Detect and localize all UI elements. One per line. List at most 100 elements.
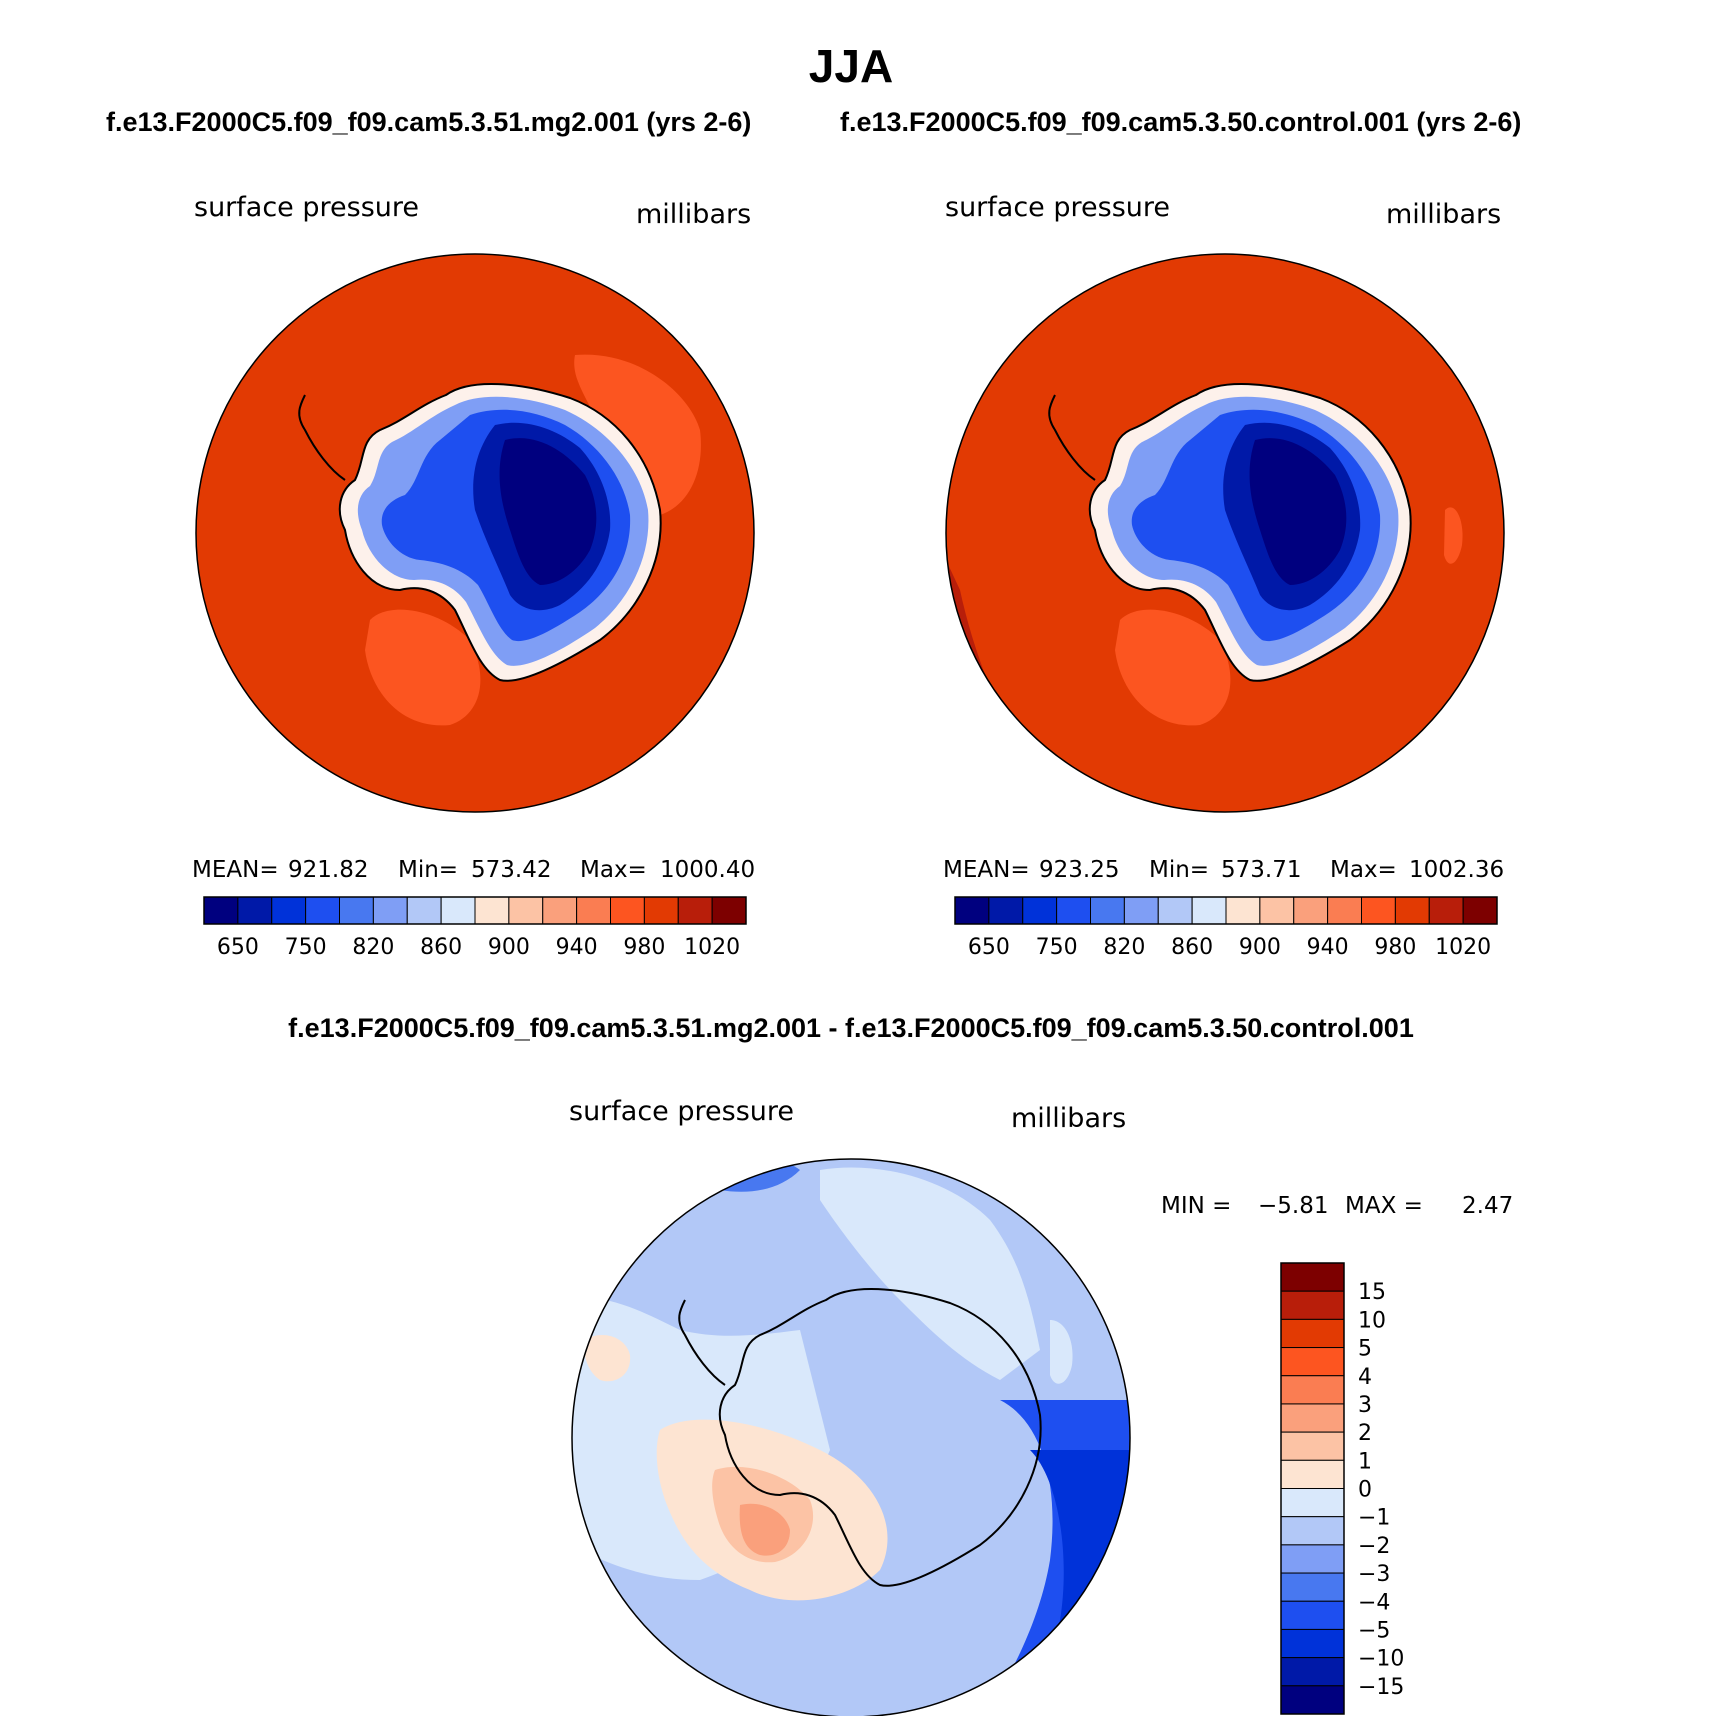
- difference-stats: MIN = −5.81 MAX = 2.47: [1161, 1193, 1513, 1219]
- top-left-units-label: millibars: [636, 199, 751, 230]
- top-left-case-title: f.e13.F2000C5.f09_f09.cam5.3.51.mg2.001 …: [106, 107, 751, 137]
- top-left-colorbar-box: [372, 896, 408, 925]
- top-left-colorbar-box: [643, 896, 679, 925]
- top-left-mean-value: 921.82: [288, 857, 368, 883]
- difference-colorbar-tick-label: −10: [1358, 1647, 1404, 1672]
- top-right-max-label: Max=: [1330, 857, 1397, 883]
- top-right-colorbar-box: [1361, 896, 1396, 925]
- top-left-colorbar-box: [339, 896, 374, 925]
- difference-colorbar-box: [1280, 1628, 1345, 1659]
- top-right-high-band-south: [1115, 609, 1231, 726]
- top-right-colorbar-box: [988, 896, 1024, 925]
- top-right-colorbar-tick-label: 860: [1171, 935, 1213, 960]
- difference-colorbar-box: [1280, 1290, 1345, 1320]
- top-right-colorbar-box: [1056, 896, 1091, 925]
- top-right-min-value: 573.71: [1221, 857, 1301, 883]
- top-left-high-band-east: [574, 354, 701, 515]
- top-right-colorbar-box: [1259, 896, 1295, 925]
- top-left-colorbar-box: [576, 896, 611, 925]
- difference-units-label: millibars: [1011, 1103, 1126, 1134]
- top-right-mean-value: 923.25: [1039, 857, 1119, 883]
- top-right-colorbar: 650 750 820 860 900 940 980 1020: [954, 896, 1498, 960]
- top-right-peninsula-coast: [1048, 394, 1096, 481]
- difference-colorbar-box: [1280, 1318, 1345, 1349]
- top-left-colorbar-box: [711, 896, 747, 925]
- difference-min-label: MIN =: [1161, 1193, 1231, 1219]
- top-left-colorbar-tick-label: 980: [623, 935, 665, 960]
- top-right-case-title: f.e13.F2000C5.f09_f09.cam5.3.50.control.…: [840, 107, 1521, 137]
- top-left-coastline: [338, 383, 662, 682]
- difference-colorbar-box: [1280, 1600, 1345, 1630]
- difference-colorbar-tick-label: 0: [1358, 1478, 1372, 1503]
- difference-colorbar-tick-label: −1: [1358, 1506, 1390, 1531]
- top-left-colorbar-box: [474, 896, 510, 925]
- top-right-colorbar-box: [1428, 896, 1464, 925]
- difference-colorbar-tick-label: −5: [1358, 1618, 1390, 1643]
- top-right-colorbar-box: [1157, 896, 1193, 925]
- top-left-colorbar-tick-label: 650: [217, 935, 259, 960]
- top-right-colorbar-tick-label: 940: [1307, 935, 1349, 960]
- top-left-high-band-south: [365, 609, 481, 726]
- top-left-colorbar-tick-label: 860: [420, 935, 462, 960]
- difference-colorbar-box: [1280, 1572, 1345, 1602]
- difference-colorbar-tick-label: −3: [1358, 1562, 1390, 1587]
- difference-colorbar-box: [1280, 1431, 1345, 1461]
- difference-colorbar-tick-label: −4: [1358, 1590, 1390, 1615]
- top-left-mean-label: MEAN=: [192, 857, 279, 883]
- top-right-plateau-core: [1249, 438, 1347, 585]
- top-left-min-value: 573.42: [471, 857, 551, 883]
- top-right-colorbar-box: [954, 896, 990, 925]
- difference-colorbar-tick-label: 1: [1358, 1449, 1372, 1474]
- top-right-colorbar-tick-label: 980: [1374, 935, 1416, 960]
- difference-colorbar-box: [1280, 1347, 1345, 1377]
- top-right-coastline: [1088, 383, 1412, 682]
- top-right-colorbar-box: [1225, 896, 1261, 925]
- top-left-map-border: [195, 253, 755, 813]
- difference-positive-west-spot: [584, 1335, 631, 1382]
- difference-colorbar-tick-label: 15: [1358, 1280, 1386, 1305]
- difference-colorbar-box: [1280, 1375, 1345, 1405]
- difference-max-value: 2.47: [1462, 1193, 1513, 1219]
- top-left-colorbar-box: [677, 896, 713, 925]
- top-left-max-value: 1000.40: [660, 857, 755, 883]
- top-left-colorbar-tick-label: 820: [352, 935, 394, 960]
- top-right-variable-label: surface pressure: [945, 192, 1170, 223]
- top-right-map: [946, 254, 1504, 812]
- top-right-high-edge: [946, 560, 1030, 760]
- difference-colorbar-box: [1280, 1403, 1345, 1433]
- top-right-map-border: [945, 253, 1505, 813]
- top-right-panel: surface pressure millibars MEAN= 923.25 …: [943, 192, 1505, 960]
- figure-title: JJA: [809, 40, 893, 92]
- top-left-colorbar-tick-label: 940: [556, 935, 598, 960]
- difference-colorbar-box: [1280, 1544, 1345, 1574]
- top-left-variable-label: surface pressure: [194, 192, 419, 223]
- top-left-colorbar-box: [542, 896, 578, 925]
- top-left-min-label: Min=: [398, 857, 458, 883]
- difference-colorbar-box: [1280, 1685, 1345, 1715]
- difference-title: f.e13.F2000C5.f09_f09.cam5.3.51.mg2.001 …: [288, 1013, 1414, 1043]
- difference-near-zero-east-spot: [1050, 1320, 1073, 1384]
- top-right-colorbar-box: [1293, 896, 1329, 925]
- difference-near-zero-north: [820, 1167, 1040, 1380]
- difference-variable-label: surface pressure: [569, 1096, 794, 1127]
- top-right-colorbar-box: [1090, 896, 1125, 925]
- difference-colorbar-box: [1280, 1459, 1345, 1489]
- top-left-colorbar-tick-label: 750: [285, 935, 327, 960]
- top-right-units-label: millibars: [1386, 199, 1501, 230]
- top-left-plateau-core: [499, 438, 597, 585]
- top-left-colorbar-box: [203, 896, 239, 925]
- top-left-colorbar-box: [271, 896, 307, 925]
- difference-colorbar-tick-label: 4: [1358, 1365, 1372, 1390]
- top-left-peninsula-coast: [298, 394, 346, 481]
- difference-colorbar-tick-label: −2: [1358, 1534, 1390, 1559]
- top-right-colorbar-box: [1191, 896, 1227, 925]
- top-right-colorbar-frame: [954, 896, 1498, 925]
- top-left-colorbar-tick-label: 1020: [684, 935, 740, 960]
- top-right-colorbar-box: [1022, 896, 1058, 925]
- difference-map-border: [571, 1158, 1131, 1716]
- top-left-colorbar-box: [237, 896, 273, 925]
- top-right-min-label: Min=: [1149, 857, 1209, 883]
- top-right-max-value: 1002.36: [1409, 857, 1504, 883]
- top-right-colorbar-tick-label: 1020: [1435, 935, 1491, 960]
